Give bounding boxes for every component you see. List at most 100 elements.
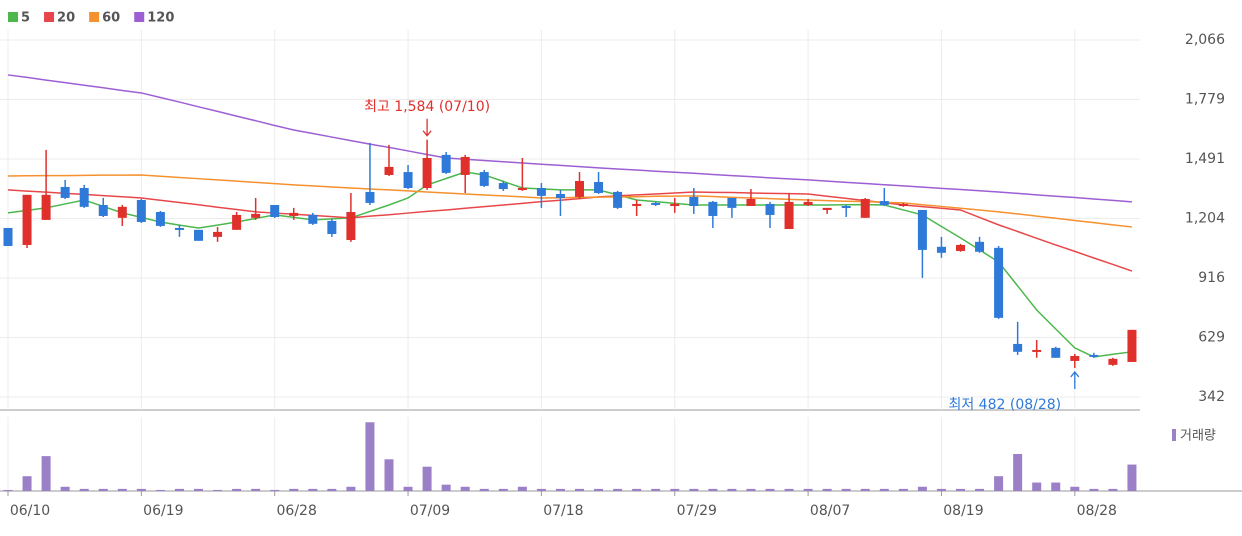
candle-body xyxy=(746,198,756,207)
legend-label: 20 xyxy=(57,11,75,26)
y-tick-label: 1,204 xyxy=(1185,210,1225,226)
volume-bar xyxy=(1127,464,1137,491)
high-annotation: 최고 1,584 (07/10) xyxy=(364,99,490,115)
y-tick-label: 916 xyxy=(1198,270,1225,286)
volume-bar xyxy=(879,488,889,491)
legend: 5 20 60 120 xyxy=(8,11,174,26)
volume-bar xyxy=(384,459,394,491)
volume-bar xyxy=(289,488,299,491)
volume-bar xyxy=(517,486,527,491)
candle-body xyxy=(898,203,908,207)
candle-body xyxy=(1089,354,1099,357)
volume-bar xyxy=(232,488,242,491)
volume-bar xyxy=(346,486,356,491)
volume-bar xyxy=(784,488,794,491)
volume-bar xyxy=(98,488,108,491)
volume-bar xyxy=(975,488,985,491)
candle-body xyxy=(41,194,51,220)
volume-legend-swatch xyxy=(1172,429,1176,441)
candle-body xyxy=(689,196,699,207)
x-tick-label: 08/07 xyxy=(810,503,850,519)
volume-bar xyxy=(555,488,565,491)
y-tick-label: 2,066 xyxy=(1185,32,1225,48)
volume-bar xyxy=(670,488,680,491)
candle-body xyxy=(117,206,127,218)
candle-body xyxy=(765,203,775,215)
volume-bar xyxy=(822,488,832,491)
volume-bar xyxy=(708,488,718,491)
candle-body xyxy=(232,214,242,230)
volume-bar xyxy=(1070,486,1080,491)
x-tick-label: 07/29 xyxy=(677,503,717,519)
volume-bar xyxy=(365,422,375,491)
x-tick-label: 06/28 xyxy=(277,503,317,519)
volume-bar xyxy=(308,488,318,491)
candle-body xyxy=(975,241,985,252)
ma-line xyxy=(7,171,1133,358)
volume-bar xyxy=(1089,488,1099,491)
candle-body xyxy=(403,172,413,189)
candle-body xyxy=(174,227,184,230)
volume-bar xyxy=(213,489,223,491)
volume-bar xyxy=(22,476,32,491)
volume-bar xyxy=(727,488,737,491)
volume-bar xyxy=(1032,482,1042,491)
candle-body xyxy=(365,191,375,203)
candle-body xyxy=(841,206,851,209)
candle-body xyxy=(651,202,661,205)
candle-body xyxy=(613,191,623,208)
volume-bar xyxy=(632,488,642,491)
volume-bar xyxy=(860,488,870,491)
volume-bar xyxy=(327,488,337,491)
volume-bar xyxy=(1108,488,1118,491)
ma-line xyxy=(7,174,1133,228)
y-tick-label: 1,491 xyxy=(1185,151,1225,167)
volume-bar xyxy=(117,488,127,491)
volume-bar xyxy=(575,488,584,491)
candle-body xyxy=(136,200,146,222)
volume-bar xyxy=(136,488,146,491)
candle-body xyxy=(270,204,280,217)
volume-bar xyxy=(651,488,661,491)
x-tick-label: 06/10 xyxy=(10,503,50,519)
candle-body xyxy=(213,231,223,237)
volume-bar xyxy=(41,456,51,491)
legend-swatch xyxy=(8,12,18,22)
legend-swatch xyxy=(44,12,55,22)
x-tick-label: 07/09 xyxy=(410,503,450,519)
candle-body xyxy=(555,194,565,198)
candle-body xyxy=(1013,343,1023,352)
candle-body xyxy=(441,154,451,173)
ma-line xyxy=(7,189,1133,272)
volume-bar xyxy=(956,488,965,491)
high-arrow xyxy=(422,118,432,137)
x-tick-label: 08/19 xyxy=(943,503,983,519)
volume-bar xyxy=(498,488,508,491)
candle-body xyxy=(803,201,813,205)
candle-body xyxy=(594,182,604,193)
candle-body xyxy=(708,201,718,216)
candle-body xyxy=(479,172,489,186)
candle-body xyxy=(98,204,108,216)
candle-body xyxy=(670,203,680,207)
candle-body xyxy=(251,213,261,218)
candle-body xyxy=(994,247,1004,318)
volume-bar xyxy=(689,488,699,491)
candle-body xyxy=(3,227,13,246)
y-tick-label: 1,779 xyxy=(1185,91,1225,107)
candle-body xyxy=(1108,358,1118,365)
volume-bar xyxy=(3,489,13,491)
volume-bar xyxy=(994,476,1004,491)
candle-body xyxy=(536,188,546,196)
volume-bar xyxy=(270,489,280,491)
volume-bar xyxy=(79,488,89,491)
candle-body xyxy=(346,212,356,240)
candle-body xyxy=(1070,355,1080,361)
candle-body xyxy=(155,212,165,226)
legend-label: 5 xyxy=(21,11,30,26)
volume-bar xyxy=(460,486,470,491)
y-tick-label: 629 xyxy=(1198,330,1225,346)
candle-body xyxy=(956,244,965,251)
